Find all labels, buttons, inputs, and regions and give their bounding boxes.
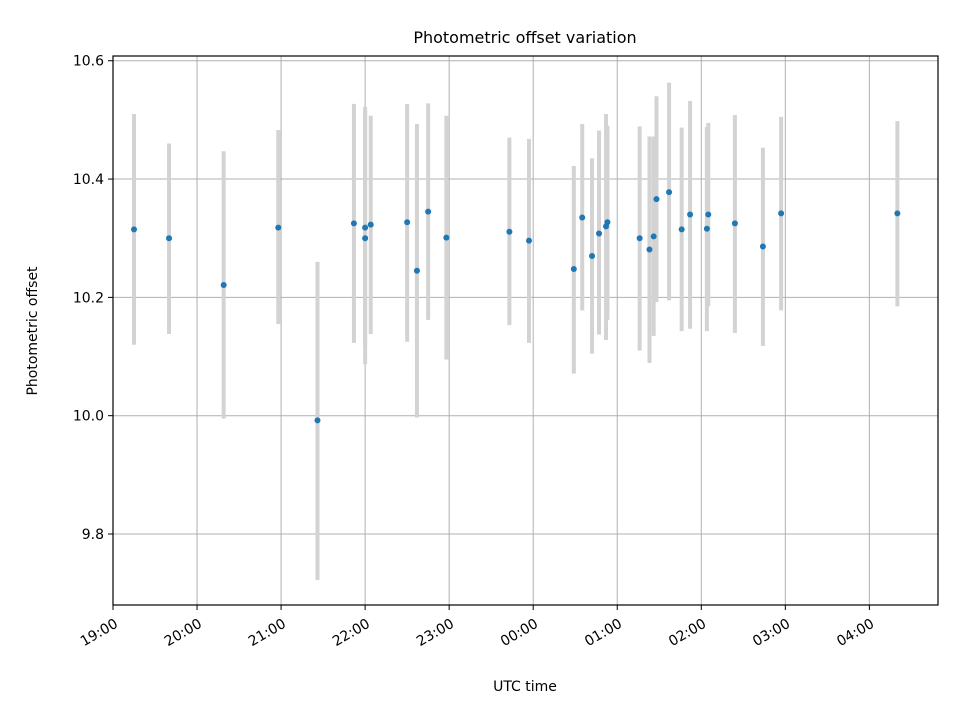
data-point	[589, 252, 596, 259]
data-point	[570, 265, 577, 272]
data-point	[362, 224, 369, 231]
data-point	[526, 237, 533, 244]
data-point	[778, 210, 785, 217]
data-point	[131, 226, 138, 233]
data-point	[506, 228, 513, 235]
data-point	[367, 221, 374, 228]
data-point	[362, 235, 369, 242]
data-point	[646, 246, 653, 253]
x-grid	[112, 56, 870, 605]
data-points	[131, 189, 901, 424]
y-tick-label: 9.8	[82, 527, 104, 543]
chart-title: Photometric offset variation	[413, 28, 636, 47]
data-point	[604, 219, 611, 226]
data-point	[759, 243, 766, 250]
data-point	[275, 224, 282, 231]
data-point	[425, 208, 432, 215]
data-point	[314, 417, 321, 424]
data-point	[404, 219, 411, 226]
data-point	[413, 267, 420, 274]
data-point	[653, 196, 660, 203]
y-axis-label: Photometric offset	[25, 266, 41, 396]
data-point	[636, 235, 643, 242]
y-grid	[113, 60, 938, 535]
data-point	[579, 214, 586, 221]
data-point	[894, 210, 901, 217]
x-axis-label: UTC time	[493, 679, 557, 695]
data-point	[731, 220, 738, 227]
data-point	[443, 234, 450, 241]
plot-area	[113, 56, 938, 605]
y-axis-ticks: 9.8 10.0 10.2 10.4 10.6	[73, 54, 113, 543]
data-point	[705, 211, 712, 218]
y-tick-label: 10.6	[73, 54, 104, 70]
data-point	[650, 233, 657, 240]
y-tick-label: 10.2	[73, 290, 104, 306]
data-point	[166, 235, 173, 242]
data-point	[596, 230, 603, 237]
data-point	[687, 211, 694, 218]
data-point	[666, 189, 673, 196]
y-tick-label: 10.0	[73, 409, 104, 425]
data-point	[678, 226, 685, 233]
data-point	[350, 220, 357, 227]
y-tick-label: 10.4	[73, 172, 104, 188]
data-point	[703, 225, 710, 232]
data-point	[220, 281, 227, 288]
plot-frame	[112, 55, 939, 606]
